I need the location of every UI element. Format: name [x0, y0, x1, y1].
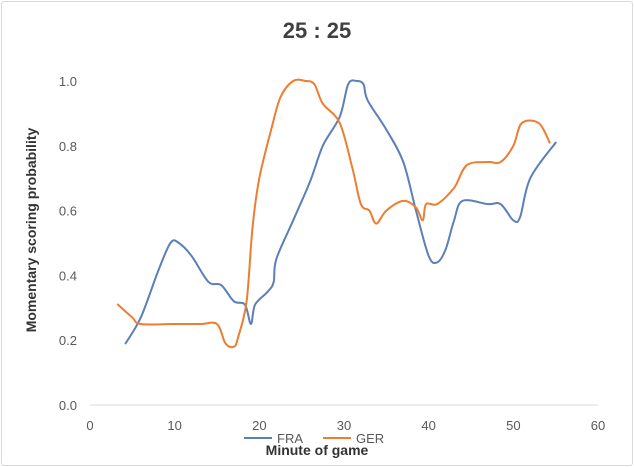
x-tick-label: 50	[506, 418, 520, 433]
x-axis-label: Minute of game	[265, 442, 369, 458]
y-tick-label: 0.8	[59, 139, 77, 154]
y-tick-label: 0.0	[59, 398, 77, 413]
x-tick-label: 20	[252, 418, 266, 433]
x-tick-label: 60	[591, 418, 605, 433]
legend-label-fra: FRA	[277, 431, 303, 446]
y-tick-label: 1.0	[59, 74, 77, 89]
x-tick-label: 40	[421, 418, 435, 433]
x-tick-label: 10	[167, 418, 181, 433]
x-tick-label: 30	[337, 418, 351, 433]
chart-title: 25 : 25	[282, 18, 352, 43]
series-line-fra	[124, 79, 557, 345]
series-line-ger	[116, 78, 551, 349]
y-tick-label: 0.4	[59, 268, 77, 283]
legend-label-ger: GER	[356, 431, 384, 446]
y-tick-label: 0.2	[59, 333, 77, 348]
x-tick-label: 0	[86, 418, 93, 433]
y-tick-label: 0.6	[59, 204, 77, 219]
